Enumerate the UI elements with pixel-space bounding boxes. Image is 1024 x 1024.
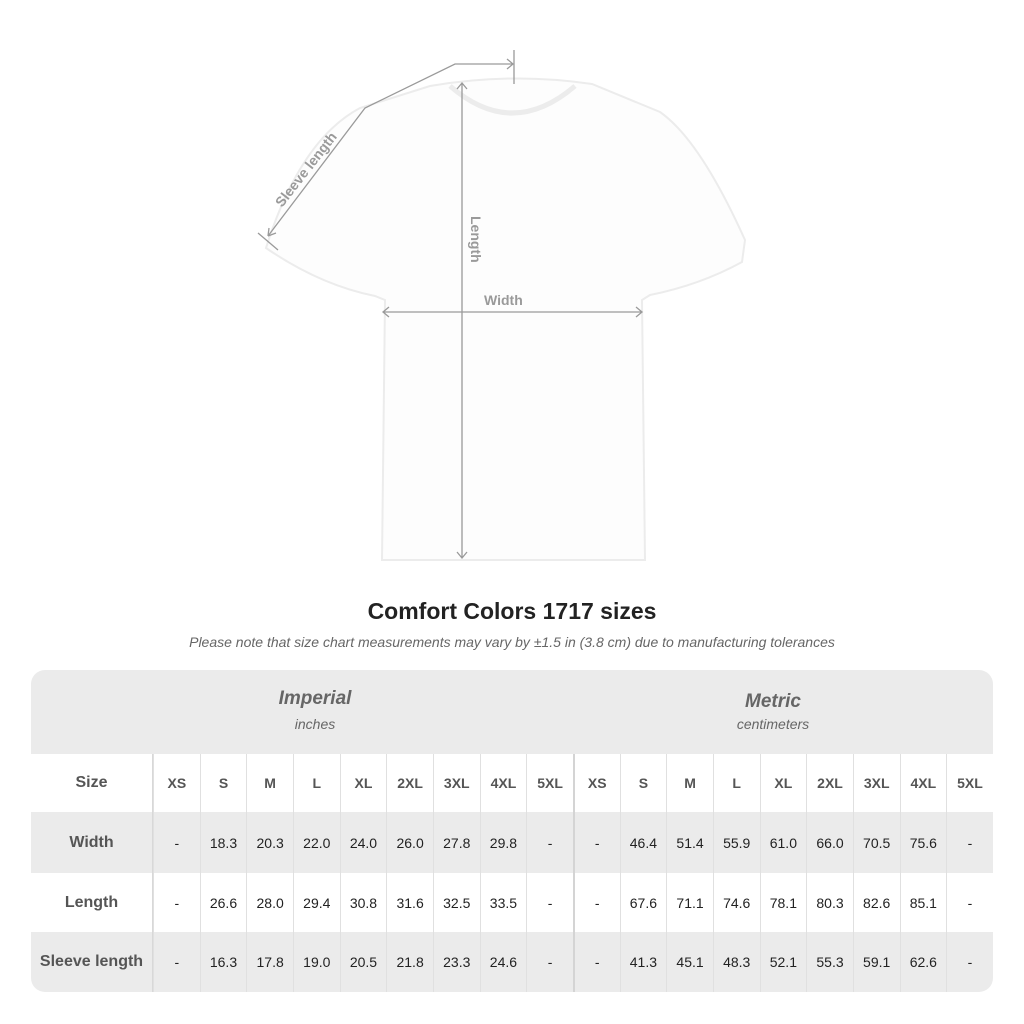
- value-cell-metric: 59.1: [852, 932, 900, 992]
- value-cell-imperial: -: [153, 932, 200, 992]
- size-header-imperial: XL: [339, 754, 387, 812]
- size-header-metric: XL: [759, 754, 807, 812]
- size-header-row: Size XS S M L XL 2XL 3XL 4XL 5XL XS S M L XL 2XL 3XL 4XL 5…: [31, 754, 993, 812]
- value-cell-imperial: -: [526, 812, 573, 873]
- value-cell-imperial: 32.5: [432, 873, 480, 932]
- value-cell-metric: 70.5: [852, 812, 900, 873]
- value-cell-imperial: 27.8: [432, 812, 480, 873]
- size-header-metric: XS: [572, 754, 620, 812]
- size-label: Size: [31, 754, 153, 812]
- tshirt-diagram: Sleeve length Length Width: [257, 50, 747, 561]
- size-header-imperial: S: [199, 754, 247, 812]
- metric-header: Metric centimeters: [553, 670, 993, 754]
- value-cell-metric: 41.3: [619, 932, 667, 992]
- imperial-header: Imperial inches: [31, 670, 599, 754]
- value-cell-imperial: 24.6: [479, 932, 527, 992]
- value-cell-metric: 46.4: [619, 812, 667, 873]
- value-cell-imperial: 20.5: [339, 932, 387, 992]
- value-cell-metric: 61.0: [759, 812, 807, 873]
- tshirt-image: [264, 77, 747, 561]
- imperial-unit: inches: [294, 716, 336, 732]
- value-cell-metric: -: [572, 873, 620, 932]
- value-cell-metric: 82.6: [852, 873, 900, 932]
- table-row: Width -18.3 20.3 22.0 24.0 26.0 27.8 29.8- -46.4…: [31, 812, 993, 873]
- value-cell-metric: 67.6: [619, 873, 667, 932]
- value-cell-metric: 55.9: [712, 812, 760, 873]
- value-cell-imperial: 29.4: [292, 873, 340, 932]
- metric-title: Metric: [745, 691, 801, 712]
- value-cell-metric: -: [572, 812, 620, 873]
- value-cell-imperial: 21.8: [386, 932, 433, 992]
- tolerance-note: Please note that size chart measurements…: [189, 634, 835, 650]
- value-cell-imperial: 19.0: [292, 932, 340, 992]
- value-cell-imperial: 33.5: [479, 873, 527, 932]
- value-cell-metric: -: [946, 873, 993, 932]
- value-cell-imperial: 30.8: [339, 873, 387, 932]
- value-cell-metric: 85.1: [899, 873, 947, 932]
- value-cell-imperial: 16.3: [199, 932, 247, 992]
- value-cell-metric: 71.1: [666, 873, 713, 932]
- size-header-imperial: XS: [153, 754, 200, 812]
- value-cell-metric: 66.0: [806, 812, 853, 873]
- value-cell-metric: 52.1: [759, 932, 807, 992]
- value-cell-imperial: 23.3: [432, 932, 480, 992]
- value-cell-metric: 45.1: [666, 932, 713, 992]
- value-cell-metric: -: [572, 932, 620, 992]
- value-cell-imperial: 22.0: [292, 812, 340, 873]
- value-cell-metric: -: [946, 932, 993, 992]
- length-label: Length: [468, 216, 484, 263]
- size-header-metric: S: [619, 754, 667, 812]
- value-cell-imperial: -: [526, 932, 573, 992]
- size-header-imperial: 3XL: [432, 754, 480, 812]
- metric-unit: centimeters: [736, 716, 810, 732]
- sleeve-arrow-icon: [267, 58, 515, 237]
- value-cell-imperial: 26.6: [199, 873, 247, 932]
- tshirt-collar: [448, 84, 577, 116]
- imperial-title: Imperial: [278, 688, 352, 709]
- size-header-metric: L: [712, 754, 760, 812]
- table-row: Length -26.6 28.0 29.4 30.8 31.6 32.5 33.5- -67.…: [31, 873, 993, 932]
- row-label: Length: [31, 873, 153, 932]
- length-line: [456, 81, 468, 560]
- value-cell-imperial: 26.0: [386, 812, 433, 873]
- value-cell-metric: 62.6: [899, 932, 947, 992]
- size-header-metric: 5XL: [946, 754, 993, 812]
- sleeve-length-line: [267, 63, 513, 237]
- value-cell-imperial: 31.6: [386, 873, 433, 932]
- value-cell-metric: 51.4: [666, 812, 713, 873]
- value-cell-metric: 55.3: [806, 932, 853, 992]
- row-label: Width: [31, 812, 153, 873]
- size-header-imperial: 2XL: [386, 754, 433, 812]
- value-cell-imperial: -: [153, 873, 200, 932]
- size-header-imperial: 4XL: [479, 754, 527, 812]
- value-cell-metric: 74.6: [712, 873, 760, 932]
- size-header-metric: M: [666, 754, 713, 812]
- value-cell-imperial: 28.0: [246, 873, 293, 932]
- size-header-metric: 3XL: [852, 754, 900, 812]
- size-header-imperial: M: [246, 754, 293, 812]
- value-cell-imperial: -: [153, 812, 200, 873]
- row-label: Sleeve length: [31, 932, 153, 992]
- page-title: Comfort Colors 1717 sizes: [367, 598, 657, 624]
- size-header-imperial: L: [292, 754, 340, 812]
- value-cell-imperial: 24.0: [339, 812, 387, 873]
- size-table: Imperial inches Metric centimeters Size X…: [31, 670, 993, 992]
- value-cell-imperial: 18.3: [199, 812, 247, 873]
- size-header-metric: 2XL: [806, 754, 853, 812]
- size-header-imperial: 5XL: [526, 754, 573, 812]
- value-cell-metric: -: [946, 812, 993, 873]
- width-label: Width: [484, 292, 523, 308]
- value-cell-imperial: 17.8: [246, 932, 293, 992]
- table-row: Sleeve length -16.3 17.8 19.0 20.5 21.8 23.3 24…: [31, 932, 993, 992]
- value-cell-metric: 75.6: [899, 812, 947, 873]
- size-header-metric: 4XL: [899, 754, 947, 812]
- value-cell-imperial: 20.3: [246, 812, 293, 873]
- width-line: [381, 306, 644, 318]
- value-cell-metric: 78.1: [759, 873, 807, 932]
- value-cell-imperial: -: [526, 873, 573, 932]
- value-cell-metric: 48.3: [712, 932, 760, 992]
- value-cell-metric: 80.3: [806, 873, 853, 932]
- value-cell-imperial: 29.8: [479, 812, 527, 873]
